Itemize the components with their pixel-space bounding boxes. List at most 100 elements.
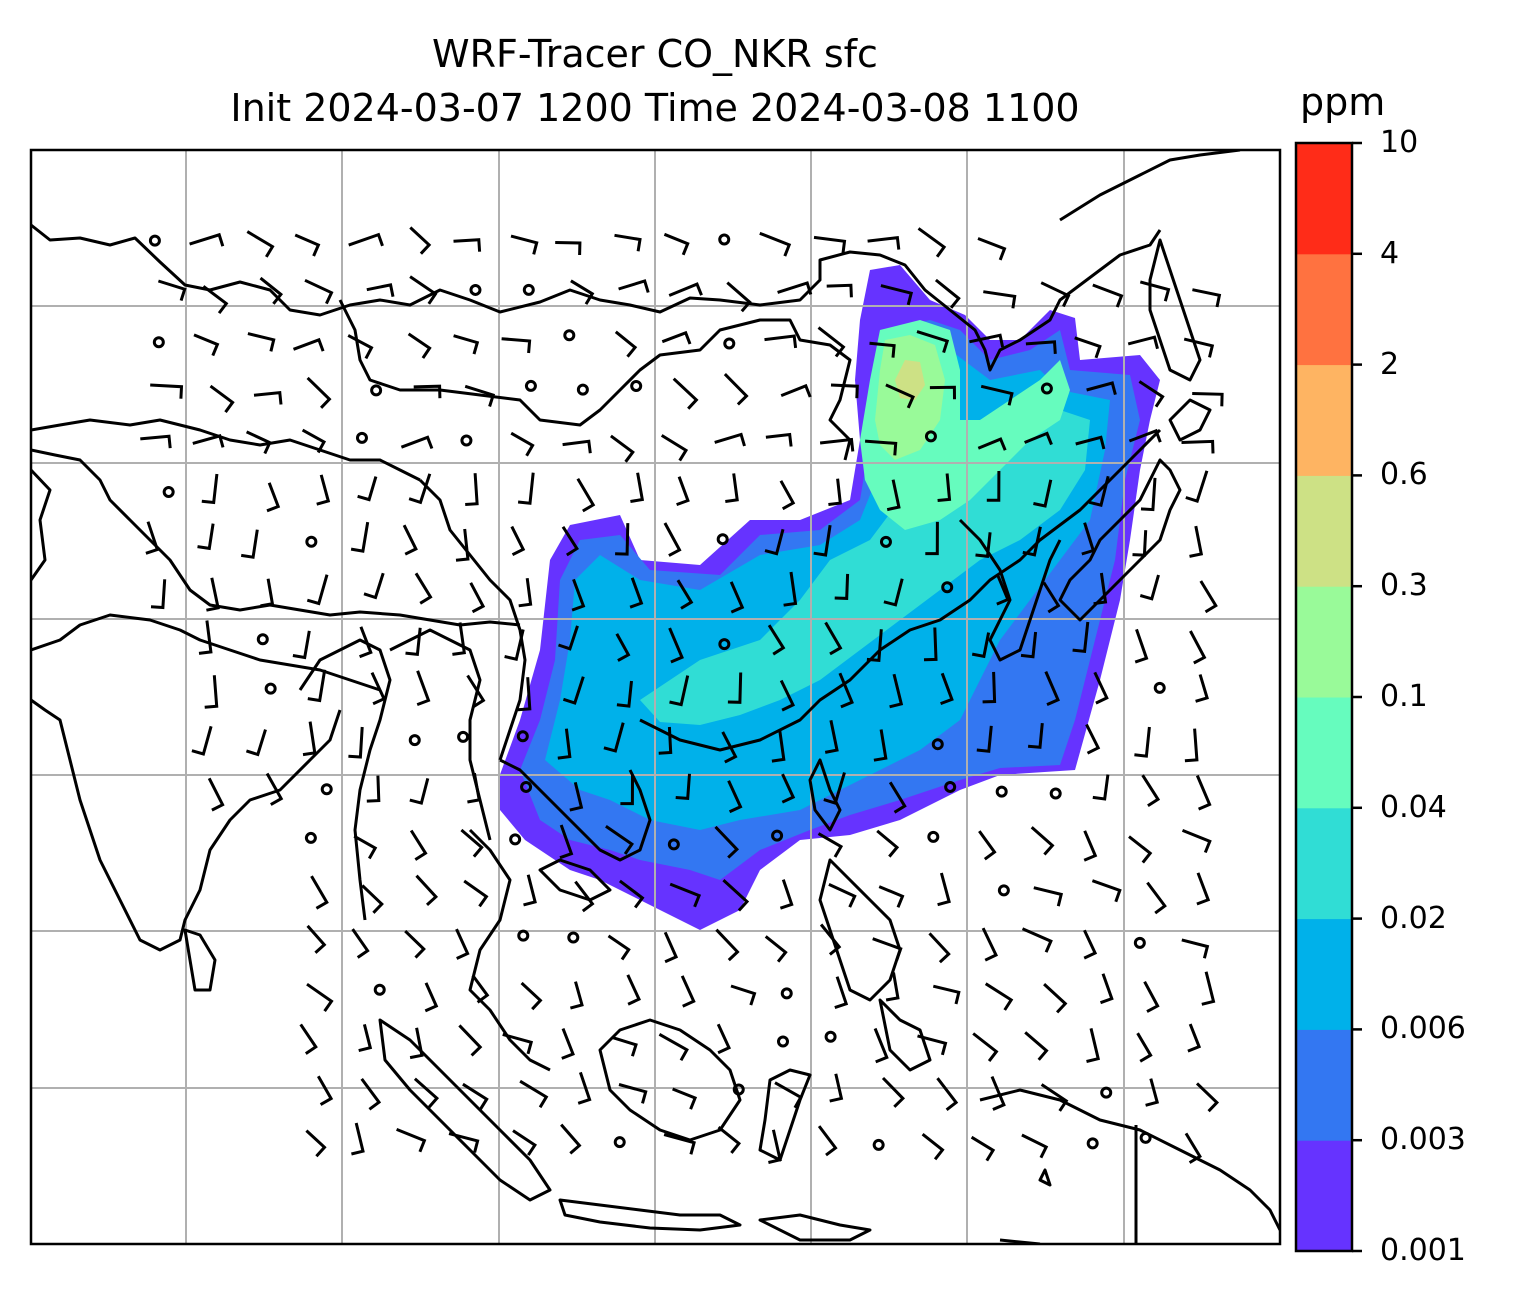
- wind-barb: [663, 931, 679, 964]
- calm-wind-marker: [524, 379, 537, 392]
- wind-barb: [977, 437, 1007, 451]
- wind-barb: [669, 882, 702, 908]
- calm-wind-marker: [1133, 936, 1146, 949]
- wind-barb: [150, 579, 167, 610]
- colorbar-tick-label: 0.006: [1380, 1011, 1466, 1047]
- wind-barb: [668, 627, 684, 664]
- calm-wind-marker: [718, 638, 731, 651]
- wind-barb: [1138, 380, 1165, 408]
- wind-barb: [240, 529, 259, 559]
- wind-barb: [886, 479, 901, 512]
- wind-barb: [408, 473, 432, 505]
- wind-barb: [400, 435, 434, 450]
- calm-wind-marker: [780, 987, 793, 1000]
- colorbar-tick-label: 0.001: [1380, 1233, 1466, 1268]
- wind-barb: [458, 1024, 483, 1057]
- wind-barb: [767, 624, 786, 656]
- wind-barb: [971, 632, 991, 659]
- wind-barb: [1146, 881, 1167, 915]
- wind-barb: [976, 725, 993, 753]
- wind-barb: [555, 241, 582, 256]
- colorbar-segment: [1296, 586, 1352, 698]
- wind-barb: [779, 679, 796, 712]
- wind-barb: [197, 523, 215, 551]
- calm-wind-marker: [563, 329, 576, 342]
- wind-barb: [615, 523, 630, 556]
- wind-barb: [779, 480, 796, 511]
- wind-barb: [984, 982, 1014, 1011]
- wind-barb: [206, 577, 220, 612]
- wind-barb: [245, 729, 267, 757]
- calm-wind-marker: [776, 1035, 789, 1048]
- wind-barb: [1136, 1032, 1153, 1063]
- wind-barb: [414, 572, 433, 605]
- calm-wind-marker: [824, 1030, 837, 1043]
- wind-barb: [571, 578, 586, 612]
- wind-barb: [358, 1024, 373, 1053]
- wind-barb: [245, 430, 272, 455]
- wind-barb: [932, 984, 961, 1005]
- wind-barb: [614, 330, 638, 358]
- wind-barb: [618, 279, 650, 293]
- calm-wind-marker: [305, 535, 318, 548]
- wind-barb: [780, 383, 812, 398]
- wind-barb: [260, 578, 275, 608]
- wind-barb: [663, 232, 690, 256]
- wind-barb: [253, 390, 283, 405]
- wind-barb: [1027, 722, 1044, 749]
- wind-barb: [413, 384, 442, 399]
- wind-barb: [1145, 1078, 1160, 1107]
- wind-barb: [465, 473, 479, 506]
- calm-wind-marker: [944, 780, 957, 793]
- wind-barb: [828, 478, 842, 506]
- wind-barb: [1020, 631, 1038, 659]
- wind-barb: [204, 675, 219, 709]
- calm-wind-marker: [1100, 1086, 1113, 1099]
- wind-barb: [1092, 774, 1110, 801]
- wind-barb: [202, 285, 229, 315]
- wind-barb: [834, 573, 850, 600]
- wind-barb: [917, 1034, 948, 1056]
- wind-barb: [978, 830, 997, 861]
- wind-barb: [658, 726, 673, 755]
- wind-barb: [1033, 886, 1064, 907]
- wind-barb: [878, 885, 905, 908]
- wind-barb: [779, 879, 794, 910]
- wind-barb: [768, 1129, 782, 1164]
- wind-barb: [348, 726, 364, 759]
- wind-barb: [1022, 526, 1042, 557]
- colorbar-segment: [1296, 918, 1352, 1030]
- wind-barb: [1196, 872, 1211, 906]
- wind-barb: [350, 521, 370, 553]
- wind-barb: [1185, 470, 1209, 503]
- wind-barb: [616, 680, 633, 708]
- wind-barb: [307, 669, 327, 703]
- calm-wind-marker: [522, 283, 535, 296]
- wind-barb: [726, 281, 752, 313]
- wind-barb: [310, 875, 329, 910]
- wind-barb: [145, 521, 160, 555]
- wind-barb: [663, 522, 682, 557]
- wind-barb: [972, 1032, 999, 1063]
- wind-barb: [316, 1075, 334, 1106]
- colorbar-tick-label: 10: [1380, 125, 1419, 160]
- calm-wind-marker: [997, 884, 1010, 897]
- wind-barb: [519, 1079, 549, 1109]
- wind-barb: [404, 930, 426, 959]
- wind-barb: [824, 621, 843, 656]
- wind-barb: [192, 434, 225, 448]
- calm-wind-marker: [152, 336, 165, 349]
- wind-barb: [725, 473, 739, 503]
- calm-wind-marker: [148, 234, 161, 247]
- wind-barb: [265, 772, 284, 806]
- wind-barb: [140, 434, 172, 449]
- wind-barb: [1024, 431, 1053, 446]
- wind-barb: [467, 772, 481, 804]
- wind-barb: [1143, 980, 1160, 1013]
- wind-barb: [469, 582, 486, 614]
- wind-barb: [360, 1078, 382, 1111]
- wind-barb: [1042, 581, 1061, 614]
- wind-barb: [1184, 1132, 1202, 1164]
- wind-barb: [455, 528, 470, 562]
- wind-barb: [612, 1036, 638, 1057]
